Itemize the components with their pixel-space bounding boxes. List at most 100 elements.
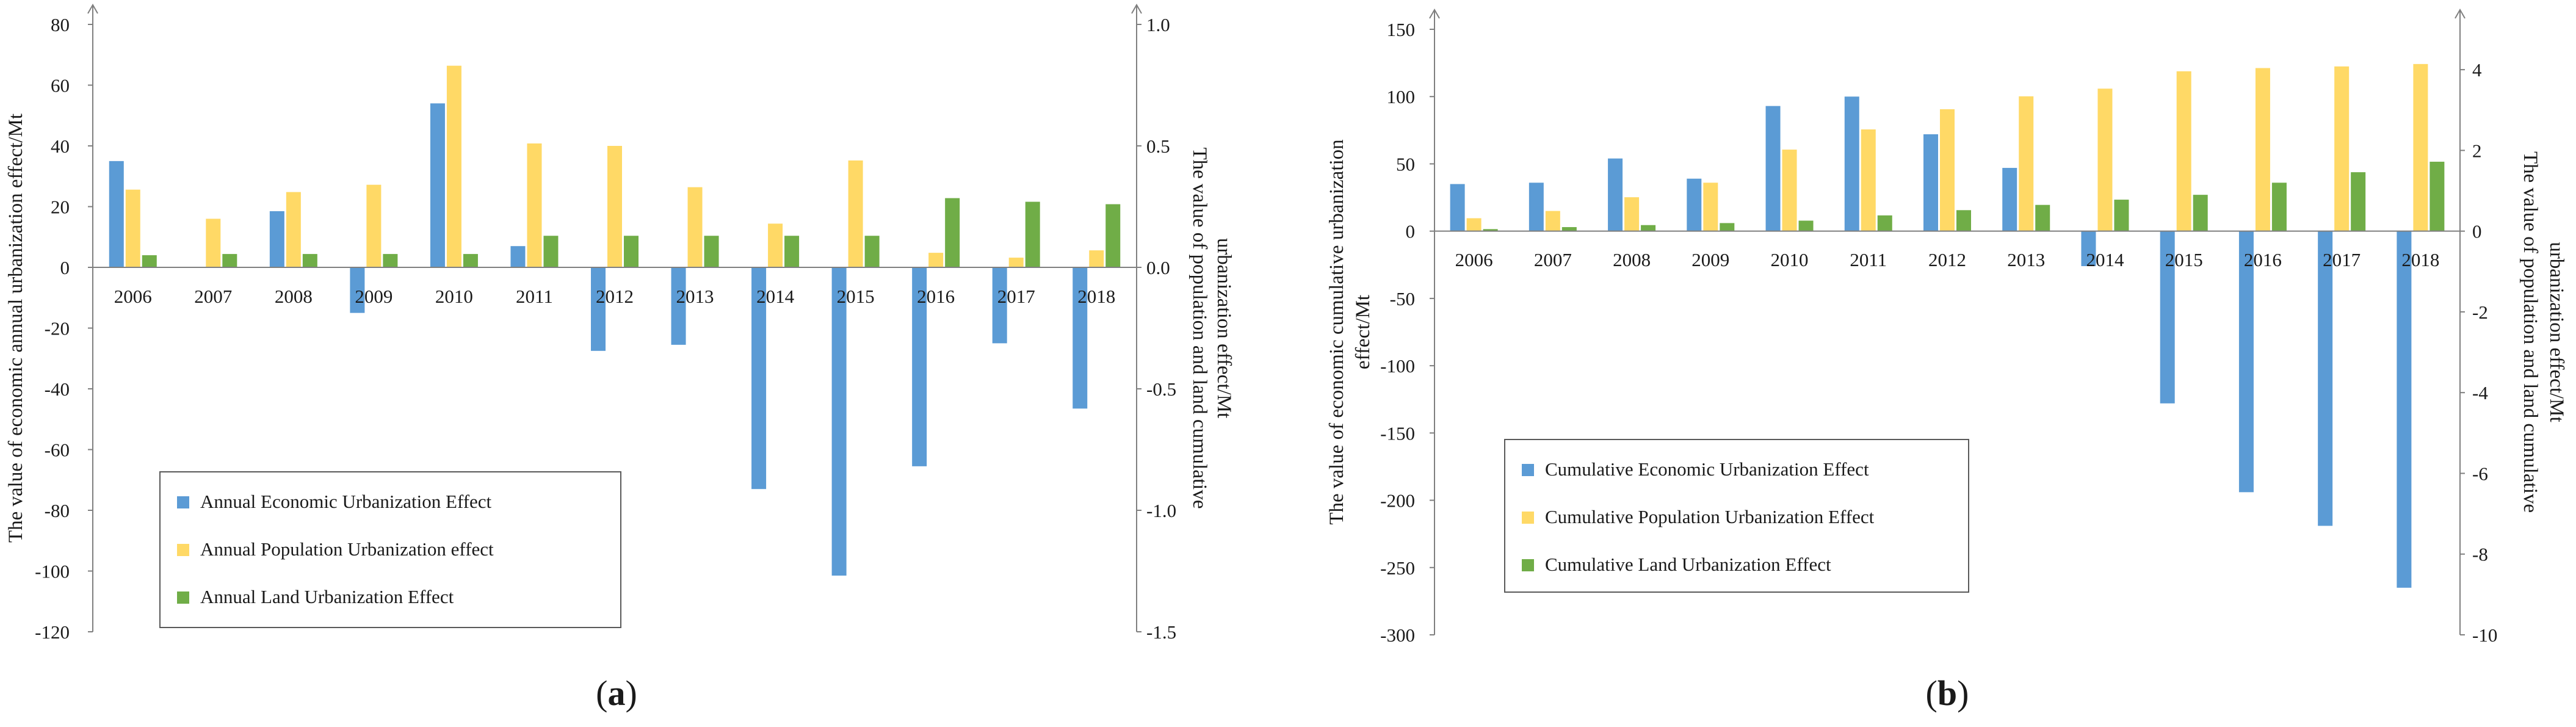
bar-land-2014	[784, 236, 799, 267]
category-label-2017: 2017	[2323, 249, 2361, 270]
category-label-2017: 2017	[997, 286, 1035, 307]
category-label-2016: 2016	[917, 286, 955, 307]
bar-population-2012	[607, 146, 622, 267]
left-tick-label: 60	[51, 75, 70, 96]
left-tick-label: -60	[45, 439, 70, 461]
right-tick-label: 1.0	[1146, 14, 1170, 35]
right-tick-label: -4	[2472, 382, 2488, 403]
left-tick-label: -100	[35, 561, 70, 582]
y2-axis-title-line-2: urbanization effect/Mt	[1213, 238, 1235, 418]
bar-population-2014	[768, 223, 783, 267]
bar-land-2014	[2114, 200, 2129, 231]
left-tick-label: -100	[1380, 355, 1415, 377]
legend-swatch-land	[177, 591, 189, 604]
bar-land-2016	[945, 198, 960, 267]
panel-label: (b)	[1926, 673, 1969, 713]
category-label-2012: 2012	[1928, 249, 1966, 270]
y2-axis-title-line-1: The value of population and land cumulat…	[2519, 151, 2541, 513]
right-tick-label: -1.5	[1146, 621, 1176, 643]
category-label-2014: 2014	[2086, 249, 2124, 270]
bar-population-2011	[527, 143, 541, 267]
legend-swatch-economic	[177, 496, 189, 508]
left-tick-label: 0	[60, 257, 70, 278]
category-label-2007: 2007	[194, 286, 232, 307]
category-label-2007: 2007	[1534, 249, 1572, 270]
bar-land-2006	[142, 255, 157, 267]
bar-land-2011	[543, 236, 558, 267]
bar-land-2015	[2193, 195, 2208, 231]
category-label-2018: 2018	[1077, 286, 1115, 307]
left-tick-label: -250	[1380, 557, 1415, 579]
left-tick-label: 40	[51, 136, 70, 157]
bar-population-2012	[1940, 109, 1955, 231]
bar-population-2013	[688, 187, 703, 267]
category-label-2016: 2016	[2244, 249, 2282, 270]
right-tick-label: 0.5	[1146, 136, 1170, 157]
bar-economic-2017	[2318, 231, 2332, 526]
category-label-2011: 2011	[1850, 249, 1887, 270]
legend-label-land: Cumulative Land Urbanization Effect	[1545, 554, 1831, 575]
bar-economic-2007	[1529, 183, 1544, 231]
right-tick-label: 0	[2472, 221, 2482, 242]
right-tick-label: -8	[2472, 544, 2488, 565]
bar-land-2013	[2035, 205, 2050, 231]
panel-a-chart: -120-100-80-60-40-20020406080-1.5-1.0-0.…	[5, 5, 1235, 713]
bar-population-2007	[1546, 211, 1560, 231]
bar-population-2011	[1861, 129, 1876, 231]
bar-economic-2006	[109, 161, 124, 267]
category-label-2006: 2006	[114, 286, 152, 307]
left-tick-label: -50	[1390, 288, 1415, 309]
bar-land-2008	[1641, 225, 1655, 231]
bar-economic-2012	[591, 267, 606, 351]
bar-population-2017	[1009, 258, 1024, 267]
y-axis-title: The value of economic annual urbanizatio…	[5, 114, 27, 543]
bar-population-2009	[1703, 183, 1718, 231]
bar-land-2017	[1026, 202, 1040, 267]
left-tick-label: -120	[35, 621, 70, 643]
right-tick-label: -10	[2472, 624, 2497, 646]
bar-economic-2011	[1845, 96, 1859, 231]
bar-economic-2013	[2002, 168, 2017, 231]
panel-label: (a)	[596, 673, 637, 713]
bar-economic-2009	[1687, 179, 1701, 231]
bar-land-2009	[383, 254, 397, 267]
left-tick-label: 50	[1396, 153, 1415, 175]
bar-population-2006	[126, 190, 140, 267]
y2-axis-title-line-2: urbanization effect/Mt	[2545, 242, 2567, 422]
right-tick-label: 0.0	[1146, 257, 1170, 278]
y-axis-title-line-2: effect/Mt	[1352, 295, 1374, 369]
bar-population-2018	[2413, 64, 2428, 231]
bar-economic-2008	[270, 211, 284, 267]
category-label-2008: 2008	[275, 286, 313, 307]
bar-economic-2018	[2397, 231, 2411, 588]
category-label-2010: 2010	[1771, 249, 1809, 270]
right-tick-label: 4	[2472, 59, 2482, 81]
bar-population-2007	[206, 219, 220, 267]
y-axis-title-line-1: The value of economic cumulative urbaniz…	[1326, 139, 1348, 524]
bar-population-2017	[2334, 67, 2349, 231]
bar-land-2012	[1956, 210, 1971, 231]
category-label-2012: 2012	[596, 286, 634, 307]
category-label-2009: 2009	[1691, 249, 1729, 270]
bar-land-2010	[1799, 220, 1814, 231]
right-tick-label: -6	[2472, 463, 2488, 484]
left-tick-label: 0	[1406, 221, 1416, 242]
bar-population-2013	[2019, 96, 2033, 231]
left-tick-label: -20	[45, 318, 70, 339]
legend-swatch-population	[1522, 512, 1534, 524]
left-tick-label: -80	[45, 500, 70, 521]
bar-economic-2012	[1923, 134, 1938, 231]
category-label-2008: 2008	[1613, 249, 1651, 270]
bar-population-2014	[2097, 89, 2112, 231]
bar-economic-2015	[832, 267, 847, 576]
bar-land-2008	[303, 254, 317, 267]
panel-b-chart: -300-250-200-150-100-50050100150-10-8-6-…	[1326, 10, 2567, 713]
legend-swatch-population	[177, 544, 189, 556]
bar-economic-2008	[1608, 159, 1623, 231]
bar-economic-2010	[430, 103, 445, 267]
category-label-2013: 2013	[2007, 249, 2045, 270]
legend-label-population: Annual Population Urbanization effect	[200, 538, 494, 560]
category-label-2018: 2018	[2401, 249, 2439, 270]
bar-economic-2010	[1766, 106, 1781, 231]
legend-label-land: Annual Land Urbanization Effect	[200, 586, 454, 607]
